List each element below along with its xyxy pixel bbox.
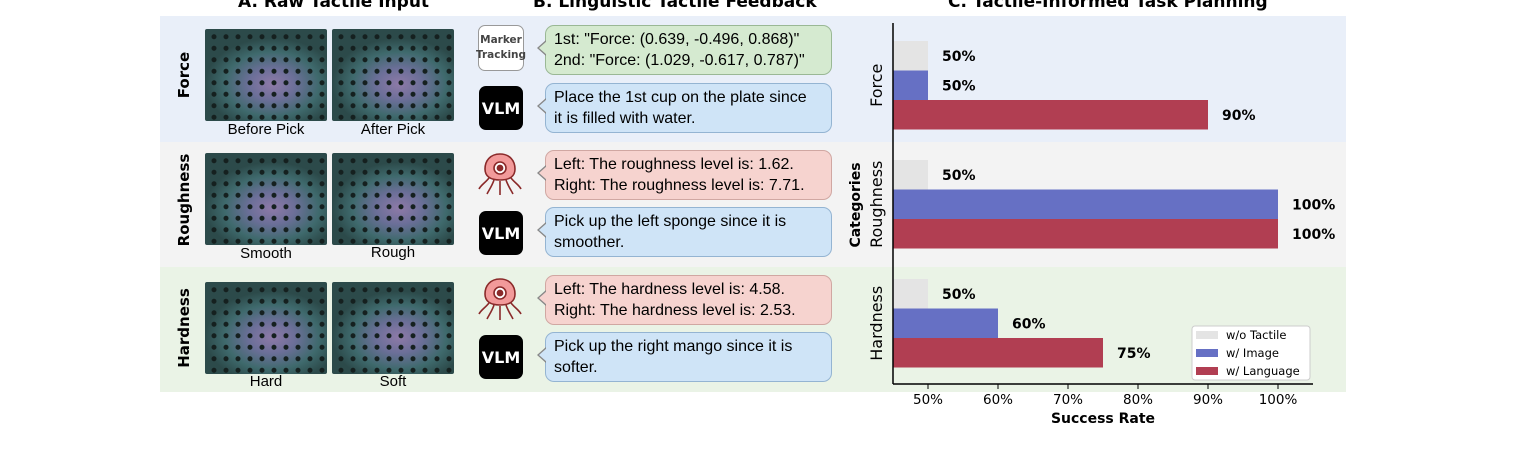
legend-swatch-0 <box>1196 331 1218 339</box>
bar-roughness-1 <box>893 189 1278 219</box>
tactile-image-before-pick <box>205 29 327 121</box>
force-plan-bubble: Place the 1st cup on the plate since it … <box>537 83 832 133</box>
force-feedback-line1: 1st: "Force: (0.639, -0.496, 0.868)" <box>554 31 800 48</box>
hardness-plan-line2: softer. <box>554 358 598 376</box>
caption-smooth: Smooth <box>240 245 292 262</box>
bar-hardness-2 <box>893 338 1103 368</box>
legend-label-2: w/ Language <box>1226 364 1300 378</box>
marker-tracking-box: Marker Tracking <box>475 25 527 71</box>
caption-hard: Hard <box>249 373 283 390</box>
roughness-feedback-line1: Left: The roughness level is: 1.62. <box>554 156 794 173</box>
category-label-hardness: Hardness <box>867 286 886 361</box>
bar-hardness-1 <box>893 308 998 338</box>
vlm-badge-force: VLM <box>479 86 523 130</box>
caption-rough: Rough <box>370 244 416 261</box>
bar-roughness-0 <box>893 160 928 190</box>
octopus-icon <box>478 278 522 320</box>
x-tick-label-50: 50% <box>913 392 943 408</box>
tactile-image-hard <box>205 282 327 374</box>
bar-force-0 <box>893 41 928 71</box>
data-label-force-1: 50% <box>942 78 976 94</box>
title-raw-tactile-input: A. Raw Tactile Input <box>238 0 430 12</box>
x-tick-label-60: 60% <box>983 392 1013 408</box>
data-label-force-2: 90% <box>1222 108 1256 124</box>
bar-force-2 <box>893 100 1208 130</box>
x-tick-label-100: 100% <box>1259 392 1298 408</box>
hardness-plan-line1: Pick up the right mango since it is <box>554 338 793 355</box>
roughness-plan-line2: smoother. <box>554 233 625 251</box>
data-label-hardness-1: 60% <box>1012 316 1046 332</box>
roughness-plan-line1: Pick up the left sponge since it is <box>554 213 787 230</box>
x-tick-label-70: 70% <box>1053 392 1083 408</box>
title-task-planning: C. Tactile-Informed Task Planning <box>948 0 1268 12</box>
data-label-roughness-1: 100% <box>1292 197 1335 213</box>
legend-box <box>1191 325 1311 381</box>
hardness-plan-bubble: Pick up the right mango since it is soft… <box>537 332 832 382</box>
x-tick-label-80: 80% <box>1123 392 1153 408</box>
data-label-roughness-2: 100% <box>1292 227 1335 243</box>
legend-label-0: w/o Tactile <box>1226 328 1286 342</box>
bar-roughness-2 <box>893 219 1278 249</box>
vlm-badge-hardness: VLM <box>479 335 523 379</box>
caption-before-pick: Before Pick <box>227 121 305 138</box>
hardness-feedback-line2: Right: The hardness level is: 2.53. <box>554 301 796 319</box>
roughness-feedback-line2: Right: The roughness level is: 7.71. <box>554 176 805 194</box>
legend-swatch-1 <box>1196 349 1218 357</box>
category-label-force: Force <box>867 64 886 107</box>
force-feedback-line2: 2nd: "Force: (1.029, -0.617, 0.787)" <box>554 51 805 69</box>
hardness-feedback-bubble: Left: The hardness level is: 4.58. Right… <box>537 275 832 325</box>
marker-tracking-label-line1: Marker <box>480 34 522 46</box>
x-tick-label-90: 90% <box>1193 392 1223 408</box>
data-label-hardness-0: 50% <box>942 287 976 303</box>
legend-swatch-2 <box>1196 367 1218 375</box>
marker-tracking-label-line2: Tracking <box>475 49 527 61</box>
force-plan-line2: it is filled with water. <box>554 109 696 127</box>
force-plan-line1: Place the 1st cup on the plate since <box>554 89 807 106</box>
x-axis-title: Success Rate <box>1051 411 1155 427</box>
roughness-plan-bubble: Pick up the left sponge since it is smoo… <box>537 207 832 257</box>
vlm-badge-roughness: VLM <box>479 211 523 255</box>
bar-force-1 <box>893 70 928 100</box>
bar-hardness-0 <box>893 279 928 309</box>
tactile-image-soft <box>332 282 454 374</box>
caption-soft: Soft <box>379 373 407 390</box>
force-feedback-bubble: 1st: "Force: (0.639, -0.496, 0.868)" 2nd… <box>537 25 832 75</box>
legend-label-1: w/ Image <box>1226 346 1279 360</box>
y-axis-title: Categories <box>848 162 864 247</box>
hardness-feedback-line1: Left: The hardness level is: 4.58. <box>554 281 785 298</box>
data-label-hardness-2: 75% <box>1117 346 1151 362</box>
tactile-image-rough <box>332 153 454 245</box>
title-linguistic-feedback: B. Linguistic Tactile Feedback <box>533 0 817 12</box>
data-label-force-0: 50% <box>942 49 976 65</box>
tactile-image-after-pick <box>332 29 454 121</box>
category-label-roughness: Roughness <box>867 161 886 248</box>
tactile-image-smooth <box>205 153 327 245</box>
roughness-feedback-bubble: Left: The roughness level is: 1.62. Righ… <box>537 150 832 200</box>
data-label-roughness-0: 50% <box>942 168 976 184</box>
caption-after-pick: After Pick <box>360 121 426 138</box>
octopus-icon <box>478 153 522 195</box>
